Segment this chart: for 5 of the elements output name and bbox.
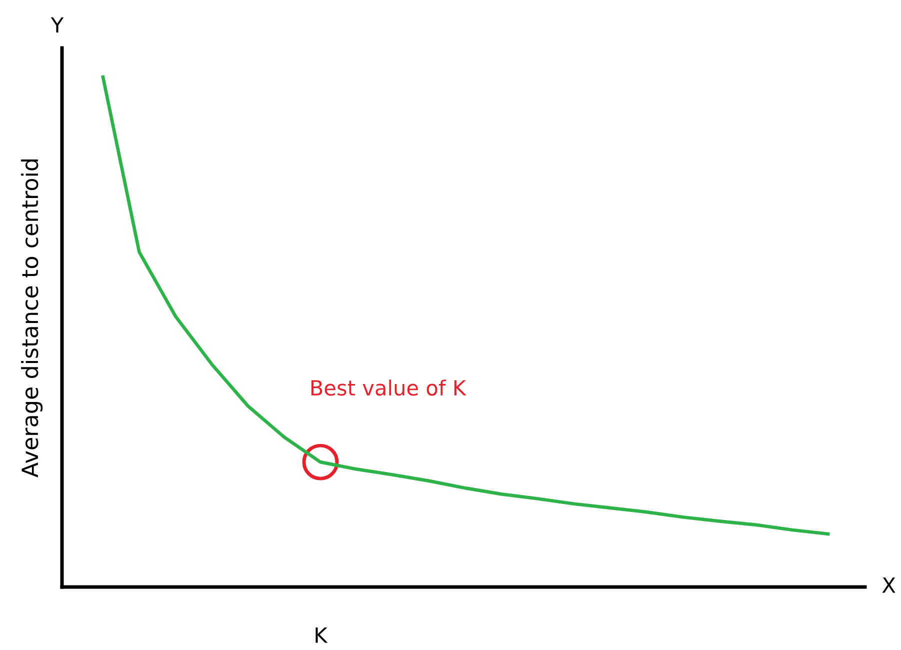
y-axis-title: Average distance to centroid bbox=[21, 159, 43, 478]
text: K bbox=[316, 628, 328, 643]
annotation: Best value of K bbox=[311, 380, 466, 396]
text: X bbox=[882, 578, 896, 593]
text: Y bbox=[50, 17, 64, 33]
